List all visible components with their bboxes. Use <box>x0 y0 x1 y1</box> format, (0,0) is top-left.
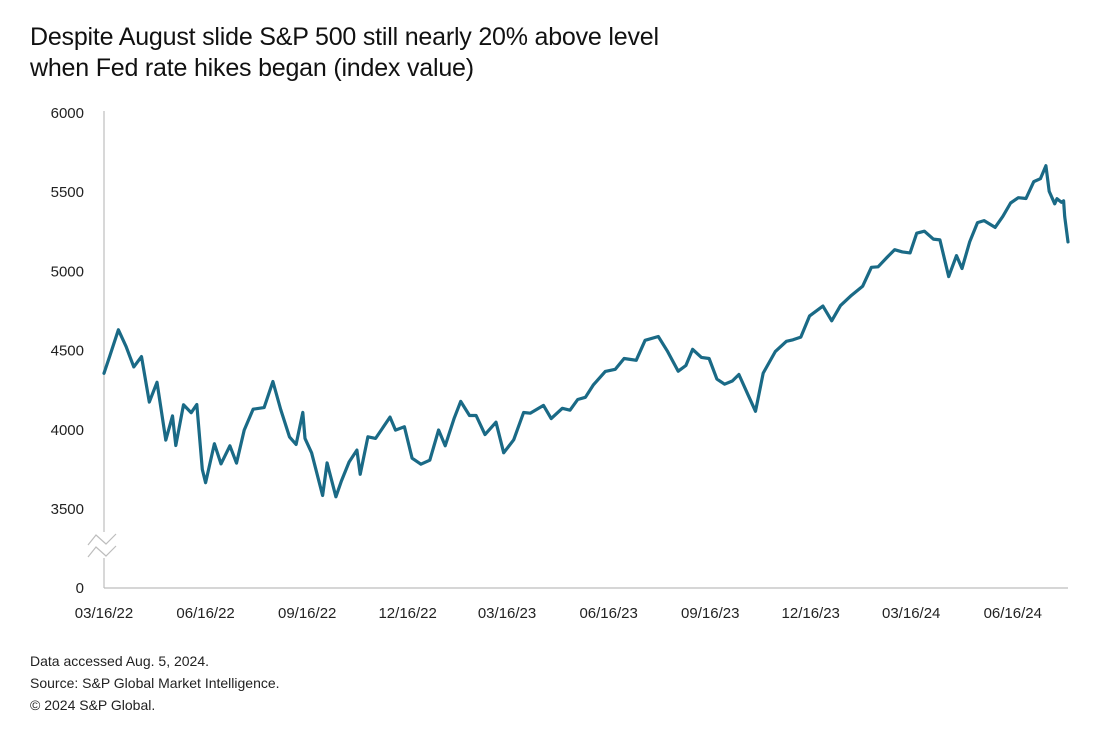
note-copyright: © 2024 S&P Global. <box>30 697 156 713</box>
y-tick-label: 4000 <box>51 422 84 439</box>
x-tick-label: 06/16/24 <box>984 605 1042 622</box>
note-source: Source: S&P Global Market Intelligence. <box>30 675 280 691</box>
y-tick-label: 5500 <box>51 184 84 201</box>
y-tick-label: 4500 <box>51 343 84 360</box>
chart-title-line-2: when Fed rate hikes began (index value) <box>30 54 474 82</box>
y-tick-label: 5000 <box>51 263 84 280</box>
x-tick-label: 06/16/23 <box>579 605 637 622</box>
series-group <box>102 164 1070 499</box>
x-tick-label: 12/16/22 <box>378 605 436 622</box>
note-data-accessed: Data accessed Aug. 5, 2024. <box>30 653 210 669</box>
x-tick-label: 09/16/22 <box>278 605 336 622</box>
x-tick-label: 09/16/23 <box>681 605 739 622</box>
chart-title: Despite August slide S&P 500 still nearl… <box>30 22 659 84</box>
x-axis-tick-labels: 03/16/22 06/16/22 09/16/22 12/16/22 03/16/23… <box>75 605 1042 622</box>
x-tick-label: 12/16/23 <box>782 605 840 622</box>
x-tick-label: 03/16/22 <box>75 605 133 622</box>
x-tick-label: 06/16/22 <box>176 605 234 622</box>
x-tick-label: 03/16/24 <box>882 605 940 622</box>
x-tick-label: 03/16/23 <box>478 605 536 622</box>
y-tick-label: 0 <box>76 580 84 597</box>
y-tick-label: 6000 <box>51 105 84 122</box>
y-axis-break-marker <box>87 532 120 558</box>
y-axis-tick-labels: 6000 5500 5000 4500 4000 3500 0 <box>51 105 84 597</box>
axes <box>87 111 1068 589</box>
y-tick-label: 3500 <box>51 501 84 518</box>
axis-break-zigzag-2 <box>87 545 117 558</box>
chart-title-line-1: Despite August slide S&P 500 still nearl… <box>30 23 659 51</box>
axis-break-zigzag-1 <box>87 533 117 546</box>
chart-notes: Data accessed Aug. 5, 2024. Source: S&P … <box>30 650 280 716</box>
series-line-1 <box>102 164 1070 499</box>
